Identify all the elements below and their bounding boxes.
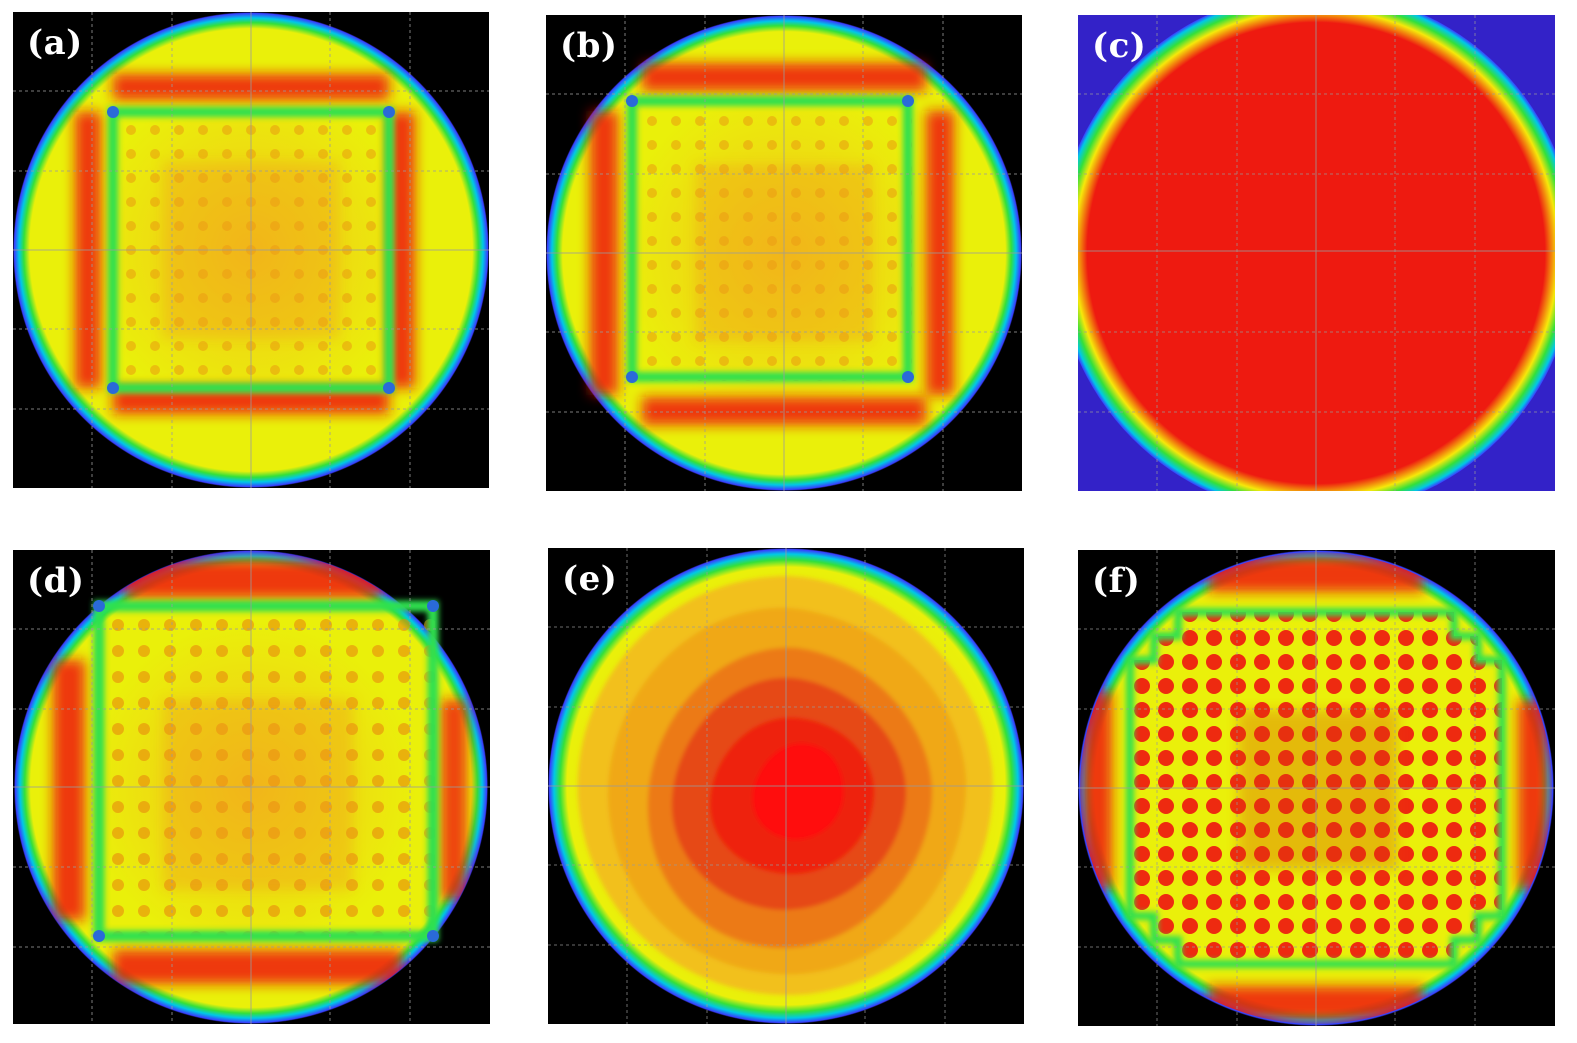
- grid-lines: [13, 12, 489, 488]
- grid-lines: [1078, 550, 1555, 1026]
- panel-label-a: (a): [27, 23, 83, 63]
- panel-b: (b): [546, 15, 1022, 491]
- panel-label-c: (c): [1092, 26, 1147, 66]
- panel-d: (d): [13, 550, 490, 1024]
- ring-corners: [626, 95, 914, 383]
- intensity-map-a: [13, 12, 489, 488]
- grid-lines: [1078, 15, 1555, 491]
- ring-corners: [107, 106, 395, 394]
- ring-corners: [93, 600, 439, 942]
- intensity-map-e: [548, 548, 1024, 1024]
- contour-levels: [577, 576, 993, 995]
- intensity-map-f: [1078, 550, 1555, 1026]
- intensity-map-b: [546, 15, 1022, 491]
- grid-lines: [548, 548, 1024, 1024]
- panel-c: (c): [1078, 15, 1555, 491]
- panel-f: (f): [1078, 550, 1555, 1026]
- green-square-ring: [627, 96, 913, 382]
- panel-label-f: (f): [1092, 561, 1141, 601]
- panel-e: (e): [548, 548, 1024, 1024]
- panel-label-b: (b): [560, 26, 618, 66]
- grid-lines: [13, 550, 490, 1024]
- green-grid-boundary: [1126, 608, 1506, 968]
- intensity-map-c: [1078, 15, 1555, 491]
- intensity-map-d: [13, 550, 490, 1024]
- grid-lines: [546, 15, 1022, 491]
- green-square-ring: [93, 600, 439, 942]
- panel-a: (a): [13, 12, 489, 488]
- panel-label-d: (d): [27, 561, 85, 601]
- panel-label-e: (e): [562, 559, 618, 599]
